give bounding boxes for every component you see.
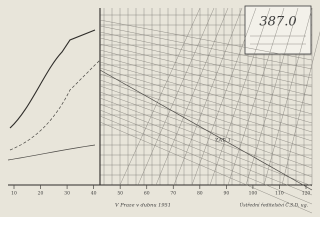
nomogram: 387.0 ZÁT. 1 V Praze v dubnu 1951 Ústřed…: [7, 5, 320, 214]
footer-left: V Praze v dubnu 1951: [115, 203, 171, 209]
curve: [7, 144, 96, 161]
page: 387.0 ZÁT. 1 V Praze v dubnu 1951 Ústřed…: [0, 0, 320, 217]
tick-label: 50: [117, 191, 123, 197]
curve: [9, 29, 96, 129]
diagonal-line: [99, 97, 313, 178]
tick-label: 10: [11, 191, 17, 197]
tick-label: 80: [197, 191, 203, 197]
diagonal-line: [245, 7, 299, 186]
diagonal-line: [209, 7, 271, 186]
title-box: [244, 5, 312, 55]
diagonal-line: [99, 109, 313, 196]
tick-label: 120: [302, 191, 311, 197]
diagonal-line: [155, 7, 229, 186]
diagonal-line: [99, 67, 313, 133]
tick-label: 30: [64, 191, 70, 197]
diagonal-line: [137, 7, 215, 186]
diagonal-line: [281, 31, 320, 186]
diagonal-line: [173, 7, 243, 186]
diagonal-line: [99, 85, 313, 160]
diagonal-line: [99, 25, 313, 70]
diagonal-line: [99, 121, 313, 214]
curve: [9, 59, 101, 151]
footer-right: Ústřední ředitelství Č.S.D. ug.: [239, 201, 308, 209]
tick-label: 100: [249, 191, 258, 197]
diagonal-line: [191, 7, 257, 186]
diagonal-line: [99, 69, 313, 191]
diagonal-line: [99, 115, 313, 205]
diagonal-line: [99, 49, 313, 106]
diagonal-line: [99, 103, 313, 187]
tick-label: 70: [170, 191, 176, 197]
diagonal-line: [99, 55, 313, 115]
diagonal-line: [227, 7, 285, 186]
tick-label: 90: [223, 191, 229, 197]
diagonal-line: [99, 43, 313, 97]
title: 387.0: [259, 15, 296, 30]
tick-label: 60: [144, 191, 150, 197]
diagonal-line: [99, 19, 313, 61]
table-label: ZÁT. 1: [215, 137, 231, 144]
tick-label: 110: [275, 191, 284, 197]
diagonal-line: [119, 7, 201, 186]
tick-label: 20: [38, 191, 44, 197]
diagonal-line: [99, 31, 313, 79]
tick-label: 40: [91, 191, 97, 197]
diagonal-line: [99, 61, 313, 124]
diagonal-line: [263, 7, 313, 186]
diagonal-line: [99, 73, 313, 142]
